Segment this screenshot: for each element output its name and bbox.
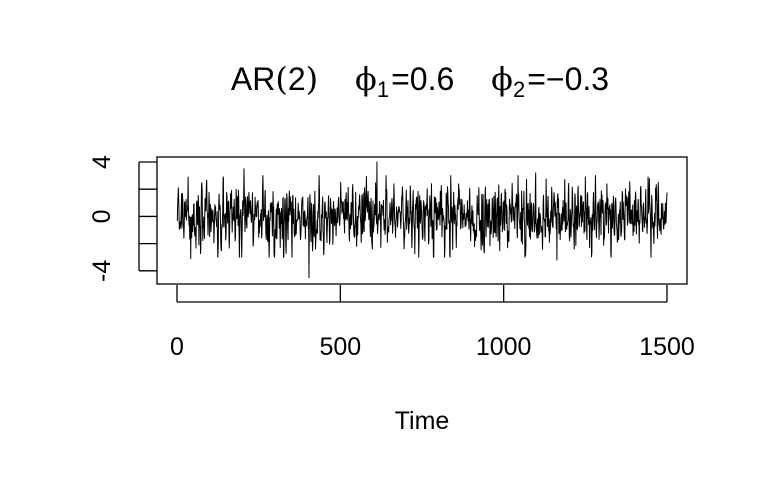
x-axis-label: Time: [395, 407, 450, 435]
x-axis: 0 500 1000 1500: [170, 285, 695, 361]
y-tick-label: 4: [88, 155, 116, 169]
x-tick-label: 1500: [639, 333, 695, 361]
series-line: [176, 161, 668, 279]
x-tick-label: 0: [170, 333, 184, 361]
plot-frame: [156, 156, 688, 285]
x-tick-label: 500: [319, 333, 361, 361]
title-close-paren: ): [306, 60, 318, 98]
title-phi2-subscript: 2: [513, 77, 525, 102]
title-phi2-symbol: ϕ: [491, 60, 513, 98]
title-phi1-subscript: 1: [377, 77, 389, 102]
title-phi1-symbol: ϕ: [355, 60, 377, 98]
x-tick-label: 1000: [476, 333, 532, 361]
series-layer: [176, 161, 668, 279]
y-tick-label: -4: [88, 260, 116, 282]
title-phi2-equals: =: [527, 61, 546, 97]
title-phi1-value: 0.6: [410, 61, 454, 97]
title-open-paren: (: [275, 60, 287, 98]
title-prefix: AR: [231, 61, 275, 97]
y-axis: -4 0 4: [88, 155, 157, 282]
y-tick-label: 0: [88, 209, 116, 223]
title-phi1-equals: =: [391, 61, 410, 97]
title-order: 2: [288, 61, 306, 97]
chart-title: AR(2) ϕ1=0.6 ϕ2=−0.3: [231, 60, 609, 102]
title-phi2-value: −0.3: [546, 61, 609, 97]
